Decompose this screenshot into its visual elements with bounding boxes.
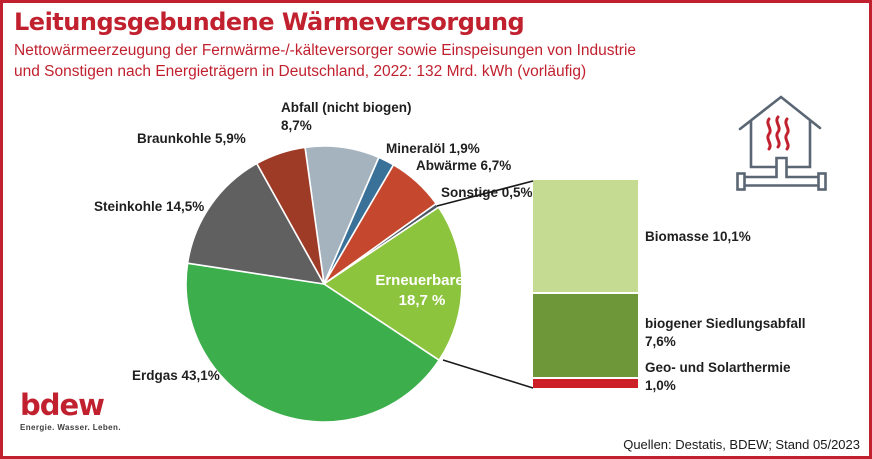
bar-label-biomasse: Biomasse 10,1% xyxy=(645,229,751,244)
house-roof xyxy=(738,95,822,131)
pie-slice-braunkohle xyxy=(256,146,325,285)
renewables-breakdown-bar xyxy=(533,180,638,388)
bar-segment-biogener-siedlungsabfall xyxy=(533,292,638,377)
bdew-logo: bdew Energie. Wasser. Leben. xyxy=(20,390,121,432)
subtitle-line-2: und Sonstigen nach Energieträgern in Deu… xyxy=(14,63,587,80)
pipe-tee xyxy=(742,156,822,187)
pie-chart xyxy=(185,145,463,423)
pipe-cap-right xyxy=(817,172,827,191)
pie-slice-erneuerbare xyxy=(323,206,463,361)
bar-segment-geo-und-solarthermie xyxy=(533,376,638,388)
district-heating-house-icon xyxy=(736,95,827,191)
slice-label-erdgas: Erdgas 43,1% xyxy=(132,368,220,383)
bar-label-geo-und-solarthermie: Geo- und Solarthermie 1,0% xyxy=(645,360,791,393)
pie-slice-steinkohle xyxy=(186,162,325,285)
heat-waves-icon xyxy=(766,115,790,151)
slice-label-abwaerme: Abwärme 6,7% xyxy=(416,158,512,173)
slice-label-steinkohle: Steinkohle 14,5% xyxy=(94,199,205,214)
slice-label-sonstige: Sonstige 0,5% xyxy=(441,185,533,200)
slice-label-erneuerbare: Erneuerbare: 18,7 % xyxy=(375,272,469,309)
slice-label-abfall: Abfall (nicht biogen) 8,7% xyxy=(281,100,412,133)
slice-label-braunkohle: Braunkohle 5,9% xyxy=(137,131,246,146)
source-note: Quellen: Destatis, BDEW; Stand 05/2023 xyxy=(623,437,860,452)
page-title: Leitungsgebundene Wärmeversorgung xyxy=(14,8,525,36)
chart-subtitle: Nettowärmeerzeugung der Fernwärme-/-kält… xyxy=(14,40,714,82)
bdew-logo-tagline: Energie. Wasser. Leben. xyxy=(20,423,121,432)
bdew-logo-word: bdew xyxy=(20,388,105,422)
subtitle-line-1: Nettowärmeerzeugung der Fernwärme-/-kält… xyxy=(14,42,637,59)
bar-segment-biomasse xyxy=(533,180,638,293)
bar-label-biogener-siedlungsabfall: biogener Siedlungsabfall 7,6% xyxy=(645,316,806,349)
pie-slice-erdgas xyxy=(185,262,440,423)
house-walls xyxy=(749,120,812,169)
slice-label-mineraloel: Mineralöl 1,9% xyxy=(386,141,480,156)
header: Leitungsgebundene Wärmeversorgung Nettow… xyxy=(14,8,714,82)
pipe-cap-left xyxy=(736,172,746,191)
